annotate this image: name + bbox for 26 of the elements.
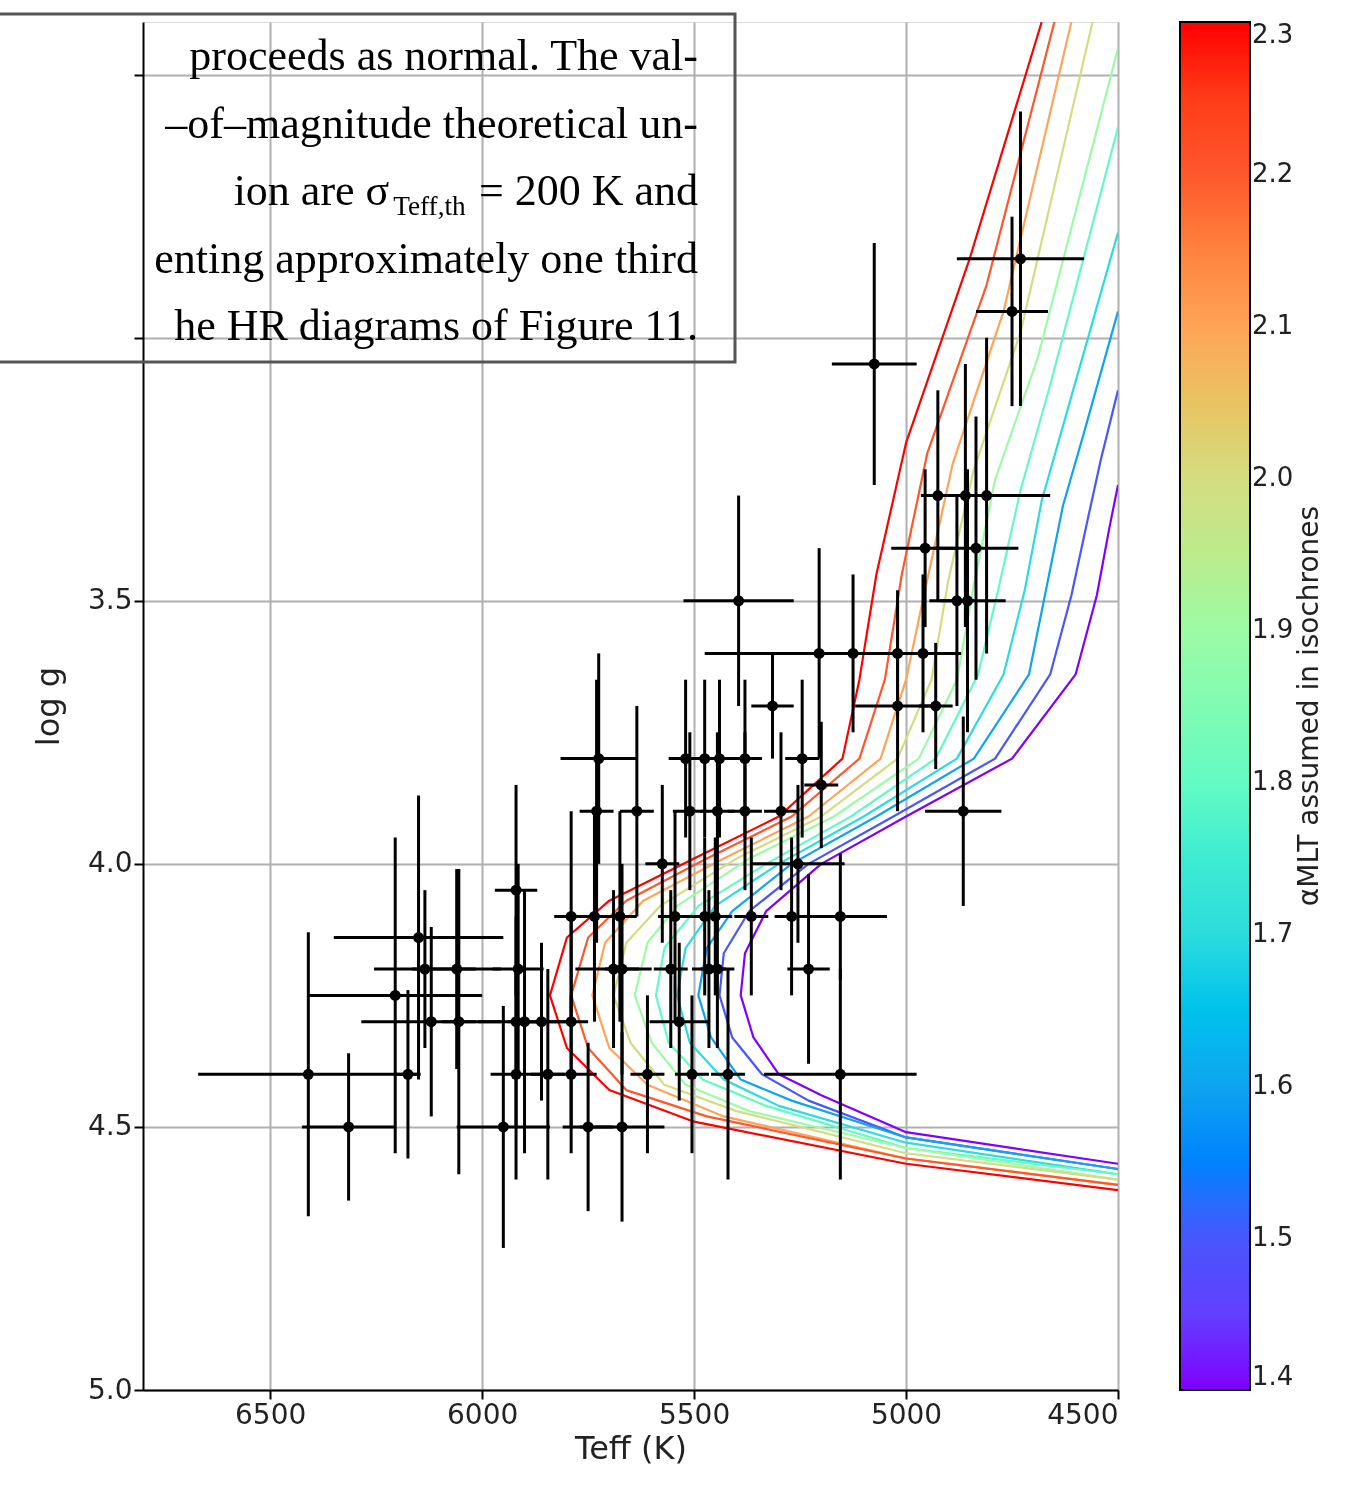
color-bar-label: 1.6: [1252, 1070, 1294, 1100]
color-bar-label: 2.2: [1252, 158, 1294, 188]
color-bar-label: 1.9: [1252, 614, 1294, 644]
x-tick-label: 6000: [447, 1397, 519, 1431]
x-tick-label: 5000: [870, 1397, 943, 1431]
color-bar-label: 2.1: [1252, 310, 1294, 340]
y-tick-label: 3.5: [87, 583, 133, 617]
y-tick-label: 4.0: [87, 846, 133, 880]
color-bar-title: αMLT assumed in isochrones: [1292, 505, 1325, 907]
color-bar-label: 1.5: [1252, 1222, 1294, 1252]
color-bar-label: 1.4: [1252, 1361, 1294, 1391]
color-bar-label: 2.3: [1252, 19, 1294, 49]
color-bar-label: 1.7: [1252, 918, 1294, 948]
annotation: proceeds as normal. The val-: [189, 31, 698, 80]
y-tick-label: 4.5: [87, 1109, 133, 1143]
color-bar-label: 2.0: [1252, 462, 1294, 492]
y-tick-label: 5.0: [87, 1372, 133, 1406]
annotation: he HR diagrams of Figure 11.: [174, 301, 698, 350]
color-bar-label: 1.8: [1252, 766, 1294, 796]
x-tick-label: 5500: [658, 1397, 731, 1431]
x-axis-title: Teff (K): [574, 1428, 687, 1467]
y-axis-title: log g: [28, 666, 67, 747]
x-tick-label: 6500: [235, 1397, 307, 1431]
annotation: –of–magnitude theoretical un-: [164, 98, 698, 148]
annotation: enting approximately one third: [154, 233, 698, 283]
x-tick-label: 4500: [1047, 1397, 1119, 1431]
